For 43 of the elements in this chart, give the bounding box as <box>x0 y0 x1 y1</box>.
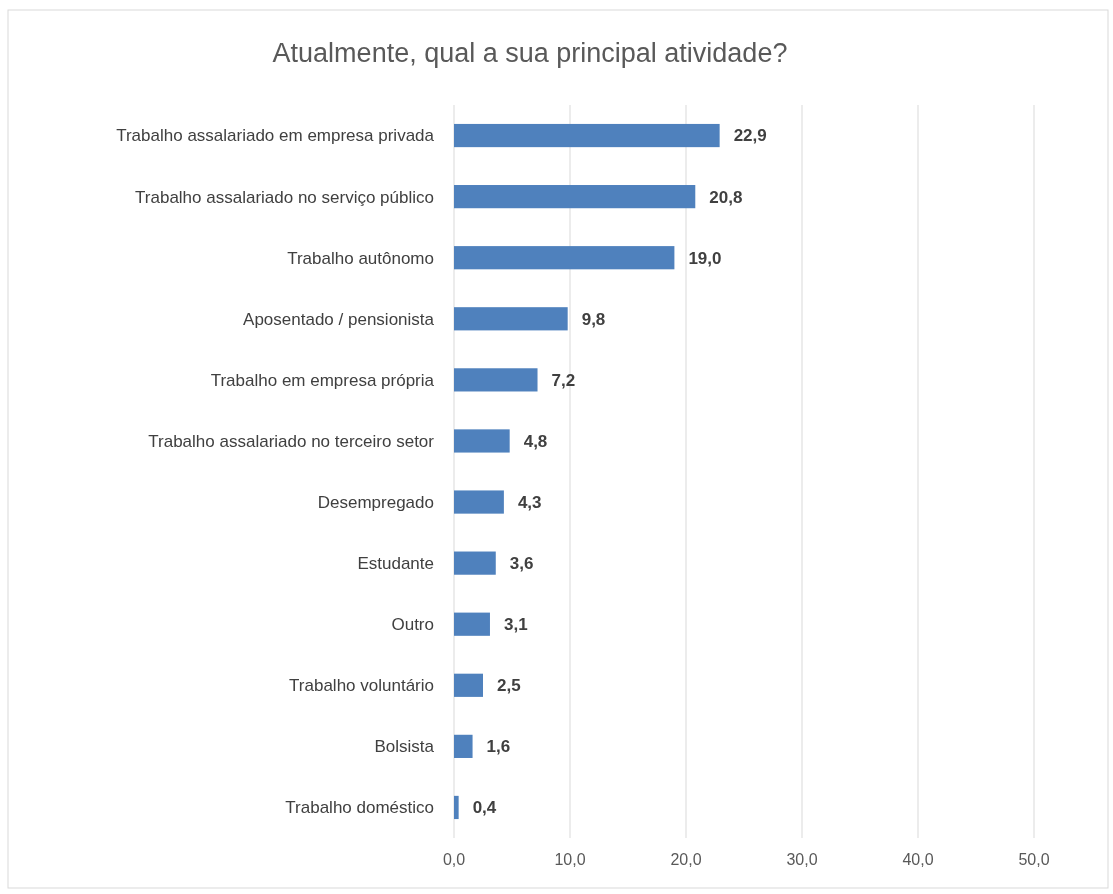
x-tick-label: 50,0 <box>1018 851 1050 868</box>
y-tick-label: Aposentado / pensionista <box>243 309 435 329</box>
y-tick-label: Desempregado <box>317 492 434 512</box>
bar <box>454 673 483 697</box>
bar <box>454 551 496 575</box>
bar <box>454 185 696 209</box>
y-tick-label: Bolsista <box>374 737 435 757</box>
bar <box>454 307 568 331</box>
bar <box>454 429 510 453</box>
y-tick-label: Trabalho autônomo <box>287 248 434 268</box>
y-tick-label: Estudante <box>357 554 434 574</box>
y-tick-label: Trabalho voluntário <box>289 676 434 696</box>
x-tick-label: 40,0 <box>902 851 934 868</box>
y-tick-label: Trabalho assalariado no terceiro setor <box>148 431 435 451</box>
data-label: 9,8 <box>581 309 606 329</box>
y-tick-label: Trabalho em empresa própria <box>210 370 435 390</box>
x-tick-label: 10,0 <box>554 851 586 868</box>
chart-title: Atualmente, qual a sua principal atividade? <box>272 38 788 68</box>
bar <box>454 246 675 270</box>
bar <box>454 734 473 758</box>
bar <box>454 795 459 820</box>
data-label: 4,8 <box>523 431 548 451</box>
data-label: 4,3 <box>517 492 542 512</box>
y-tick-label: Trabalho doméstico <box>285 798 434 818</box>
y-tick-label: Trabalho assalariado no serviço público <box>135 187 434 207</box>
data-label: 22,9 <box>733 126 767 146</box>
data-label: 7,2 <box>551 370 576 390</box>
data-label: 3,1 <box>503 615 528 635</box>
y-tick-label: Outro <box>391 615 434 635</box>
bar <box>454 123 720 148</box>
data-label: 3,6 <box>509 554 534 574</box>
bar <box>454 612 490 636</box>
x-tick-label: 30,0 <box>786 851 818 868</box>
x-tick-label: 20,0 <box>670 851 702 868</box>
data-label: 1,6 <box>486 737 511 757</box>
y-tick-label: Trabalho assalariado em empresa privada <box>116 126 435 146</box>
bar <box>454 490 504 514</box>
data-label: 20,8 <box>709 187 743 207</box>
data-label: 2,5 <box>497 676 521 696</box>
data-label: 0,4 <box>472 798 497 818</box>
data-label: 19,0 <box>688 248 722 268</box>
bar <box>454 368 538 392</box>
x-tick-label: 0,0 <box>442 851 466 868</box>
